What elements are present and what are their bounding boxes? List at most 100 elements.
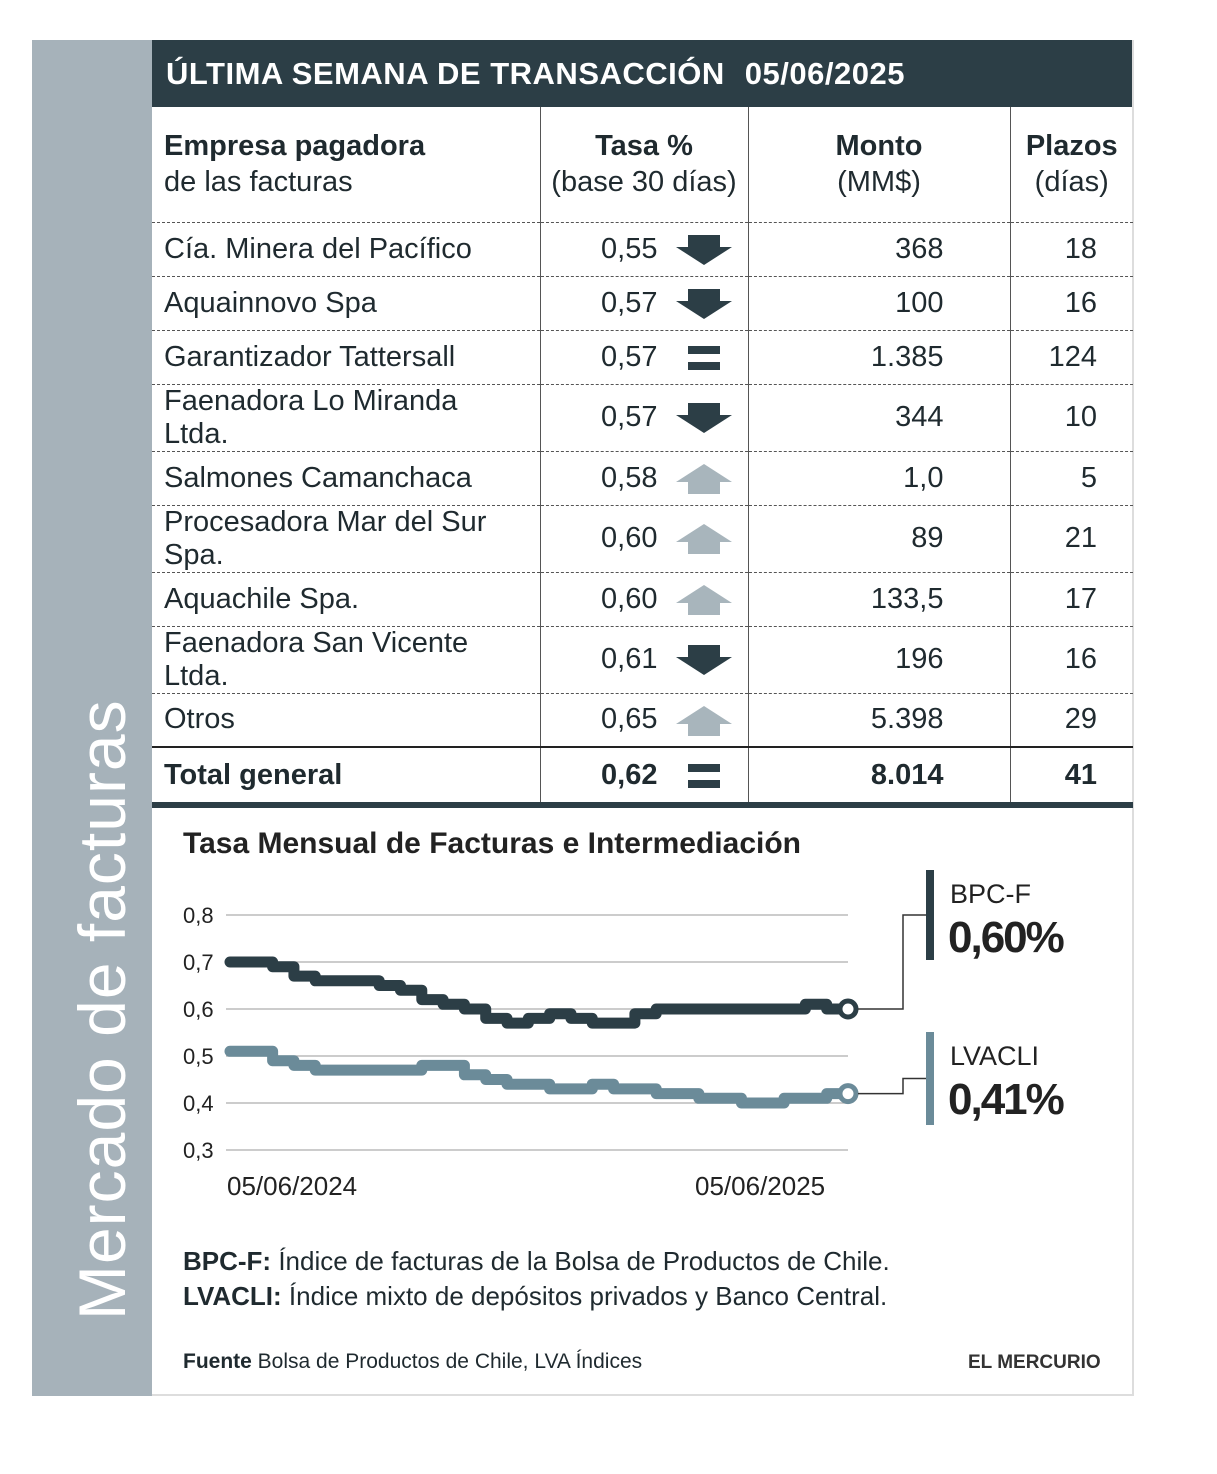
amount-cell: 100 (747, 276, 1010, 331)
note-bpcf: BPC-F: Índice de facturas de la Bolsa de… (183, 1246, 890, 1277)
note-text: Índice de facturas de la Bolsa de Produc… (271, 1246, 890, 1276)
table-row: Cía. Minera del Pacífico 0,55 368 18 (152, 222, 1133, 277)
amount-cell: 89 (747, 505, 1010, 573)
term-cell: 16 (1009, 626, 1133, 694)
y-tick-label: 0,6 (183, 997, 214, 1022)
amount-cell: 5.398 (747, 693, 1010, 748)
arrow-down-icon (675, 645, 732, 676)
column-header: Monto (MM$) (747, 107, 1010, 223)
leader-line (858, 1077, 928, 1095)
table-row: Aquainnovo Spa 0,57 100 16 (152, 276, 1133, 331)
note-text: Índice mixto de depósitos privados y Ban… (281, 1281, 888, 1311)
note-lvacli: LVACLI: Índice mixto de depósitos privad… (183, 1281, 887, 1312)
amount-cell: 8.014 (747, 746, 1010, 808)
table-row: Otros 0,65 5.398 29 (152, 693, 1133, 748)
equal-icon (687, 763, 720, 788)
note-key: BPC-F: (183, 1246, 272, 1276)
last-point-marker (837, 1083, 859, 1105)
legend-bar (926, 1032, 934, 1125)
series-line (224, 956, 854, 1029)
term-cell: 10 (1009, 384, 1133, 452)
rate-cell: 0,55 (539, 222, 748, 277)
term-cell: 18 (1009, 222, 1133, 277)
series-name: LVACLI (950, 1041, 1039, 1071)
series-value: 0,60% (948, 913, 1064, 962)
column-header: Empresa pagadora de las facturas (152, 107, 540, 223)
rate-cell: 0,65 (539, 693, 748, 748)
arrow-up-icon (675, 584, 732, 615)
source: Fuente Bolsa de Productos de Chile, LVA … (183, 1350, 642, 1374)
term-cell: 17 (1009, 572, 1133, 627)
infographic-panel: ÚLTIMA SEMANA DE TRANSACCIÓN 05/06/2025 E… (152, 40, 1134, 1396)
arrow-up-icon (675, 463, 732, 494)
company-cell: Otros (152, 693, 540, 748)
amount-cell: 133,5 (747, 572, 1010, 627)
legend-bar (926, 870, 934, 960)
x-tick-label: 05/06/2024 (227, 1171, 357, 1201)
company-cell: Garantizador Tattersall (152, 330, 540, 385)
equal-icon (687, 345, 720, 370)
term-cell: 21 (1009, 505, 1133, 573)
brand-logo: EL MERCURIO (968, 1352, 1101, 1373)
table-row: Salmones Camanchaca 0,58 1,0 5 (152, 451, 1133, 506)
header-title: ÚLTIMA SEMANA DE TRANSACCIÓN (166, 56, 725, 91)
amount-cell: 344 (747, 384, 1010, 452)
series-name: BPC-F (950, 879, 1031, 909)
source-key: Fuente (183, 1350, 252, 1373)
source-text: Bolsa de Productos de Chile, LVA Índices (251, 1350, 643, 1373)
y-tick-label: 0,3 (183, 1138, 214, 1163)
table-row: Faenadora Lo Miranda Ltda. 0,57 344 10 (152, 384, 1133, 452)
y-tick-label: 0,5 (183, 1044, 214, 1069)
rate-cell: 0,58 (539, 451, 748, 506)
rate-cell: 0,61 (539, 626, 748, 694)
series-line (224, 1045, 854, 1109)
rate-cell: 0,57 (539, 330, 748, 385)
company-cell: Faenadora Lo Miranda Ltda. (152, 384, 540, 452)
company-cell: Faenadora San Vicente Ltda. (152, 626, 540, 694)
leader-line (858, 914, 928, 1010)
table-row: Faenadora San Vicente Ltda. 0,61 196 16 (152, 626, 1133, 694)
series-value: 0,41% (948, 1075, 1064, 1124)
transactions-table: Empresa pagadora de las facturas Tasa % (ba… (152, 107, 1133, 808)
company-cell: Salmones Camanchaca (152, 451, 540, 506)
arrow-down-icon (675, 234, 732, 265)
column-header: Tasa % (base 30 días) (539, 107, 748, 223)
rate-cell: 0,57 (539, 276, 748, 331)
arrow-down-icon (675, 403, 732, 434)
table-row: Aquachile Spa. 0,60 133,5 17 (152, 572, 1133, 627)
arrow-down-icon (675, 288, 732, 319)
header-bar: ÚLTIMA SEMANA DE TRANSACCIÓN 05/06/2025 (152, 40, 1132, 107)
chart-title: Tasa Mensual de Facturas e Intermediació… (183, 827, 801, 860)
term-cell: 16 (1009, 276, 1133, 331)
column-header: Plazos (días) (1009, 107, 1133, 223)
table-row: Total general 0,62 8.014 41 (152, 746, 1133, 808)
company-cell: Aquachile Spa. (152, 572, 540, 627)
term-cell: 5 (1009, 451, 1133, 506)
company-cell: Procesadora Mar del Sur Spa. (152, 505, 540, 573)
amount-cell: 368 (747, 222, 1010, 277)
term-cell: 124 (1009, 330, 1133, 385)
arrow-up-icon (675, 705, 732, 736)
company-cell: Aquainnovo Spa (152, 276, 540, 331)
side-band (32, 40, 152, 1396)
rate-cell: 0,60 (539, 572, 748, 627)
company-cell: Total general (152, 746, 540, 808)
y-tick-label: 0,8 (183, 903, 214, 928)
rate-cell: 0,62 (539, 746, 748, 808)
table-row: Garantizador Tattersall 0,57 1.385 124 (152, 330, 1133, 385)
amount-cell: 1.385 (747, 330, 1010, 385)
rate-cell: 0,60 (539, 505, 748, 573)
y-tick-label: 0,7 (183, 950, 214, 975)
table-row: Procesadora Mar del Sur Spa. 0,60 89 21 (152, 505, 1133, 573)
last-point-marker (837, 998, 859, 1020)
header-date: 05/06/2025 (744, 56, 905, 91)
y-tick-label: 0,4 (183, 1091, 214, 1116)
rate-cell: 0,57 (539, 384, 748, 452)
x-tick-label: 05/06/2025 (695, 1171, 825, 1201)
company-cell: Cía. Minera del Pacífico (152, 222, 540, 277)
note-key: LVACLI: (183, 1281, 282, 1311)
arrow-up-icon (675, 524, 732, 555)
term-cell: 41 (1009, 746, 1133, 808)
amount-cell: 196 (747, 626, 1010, 694)
